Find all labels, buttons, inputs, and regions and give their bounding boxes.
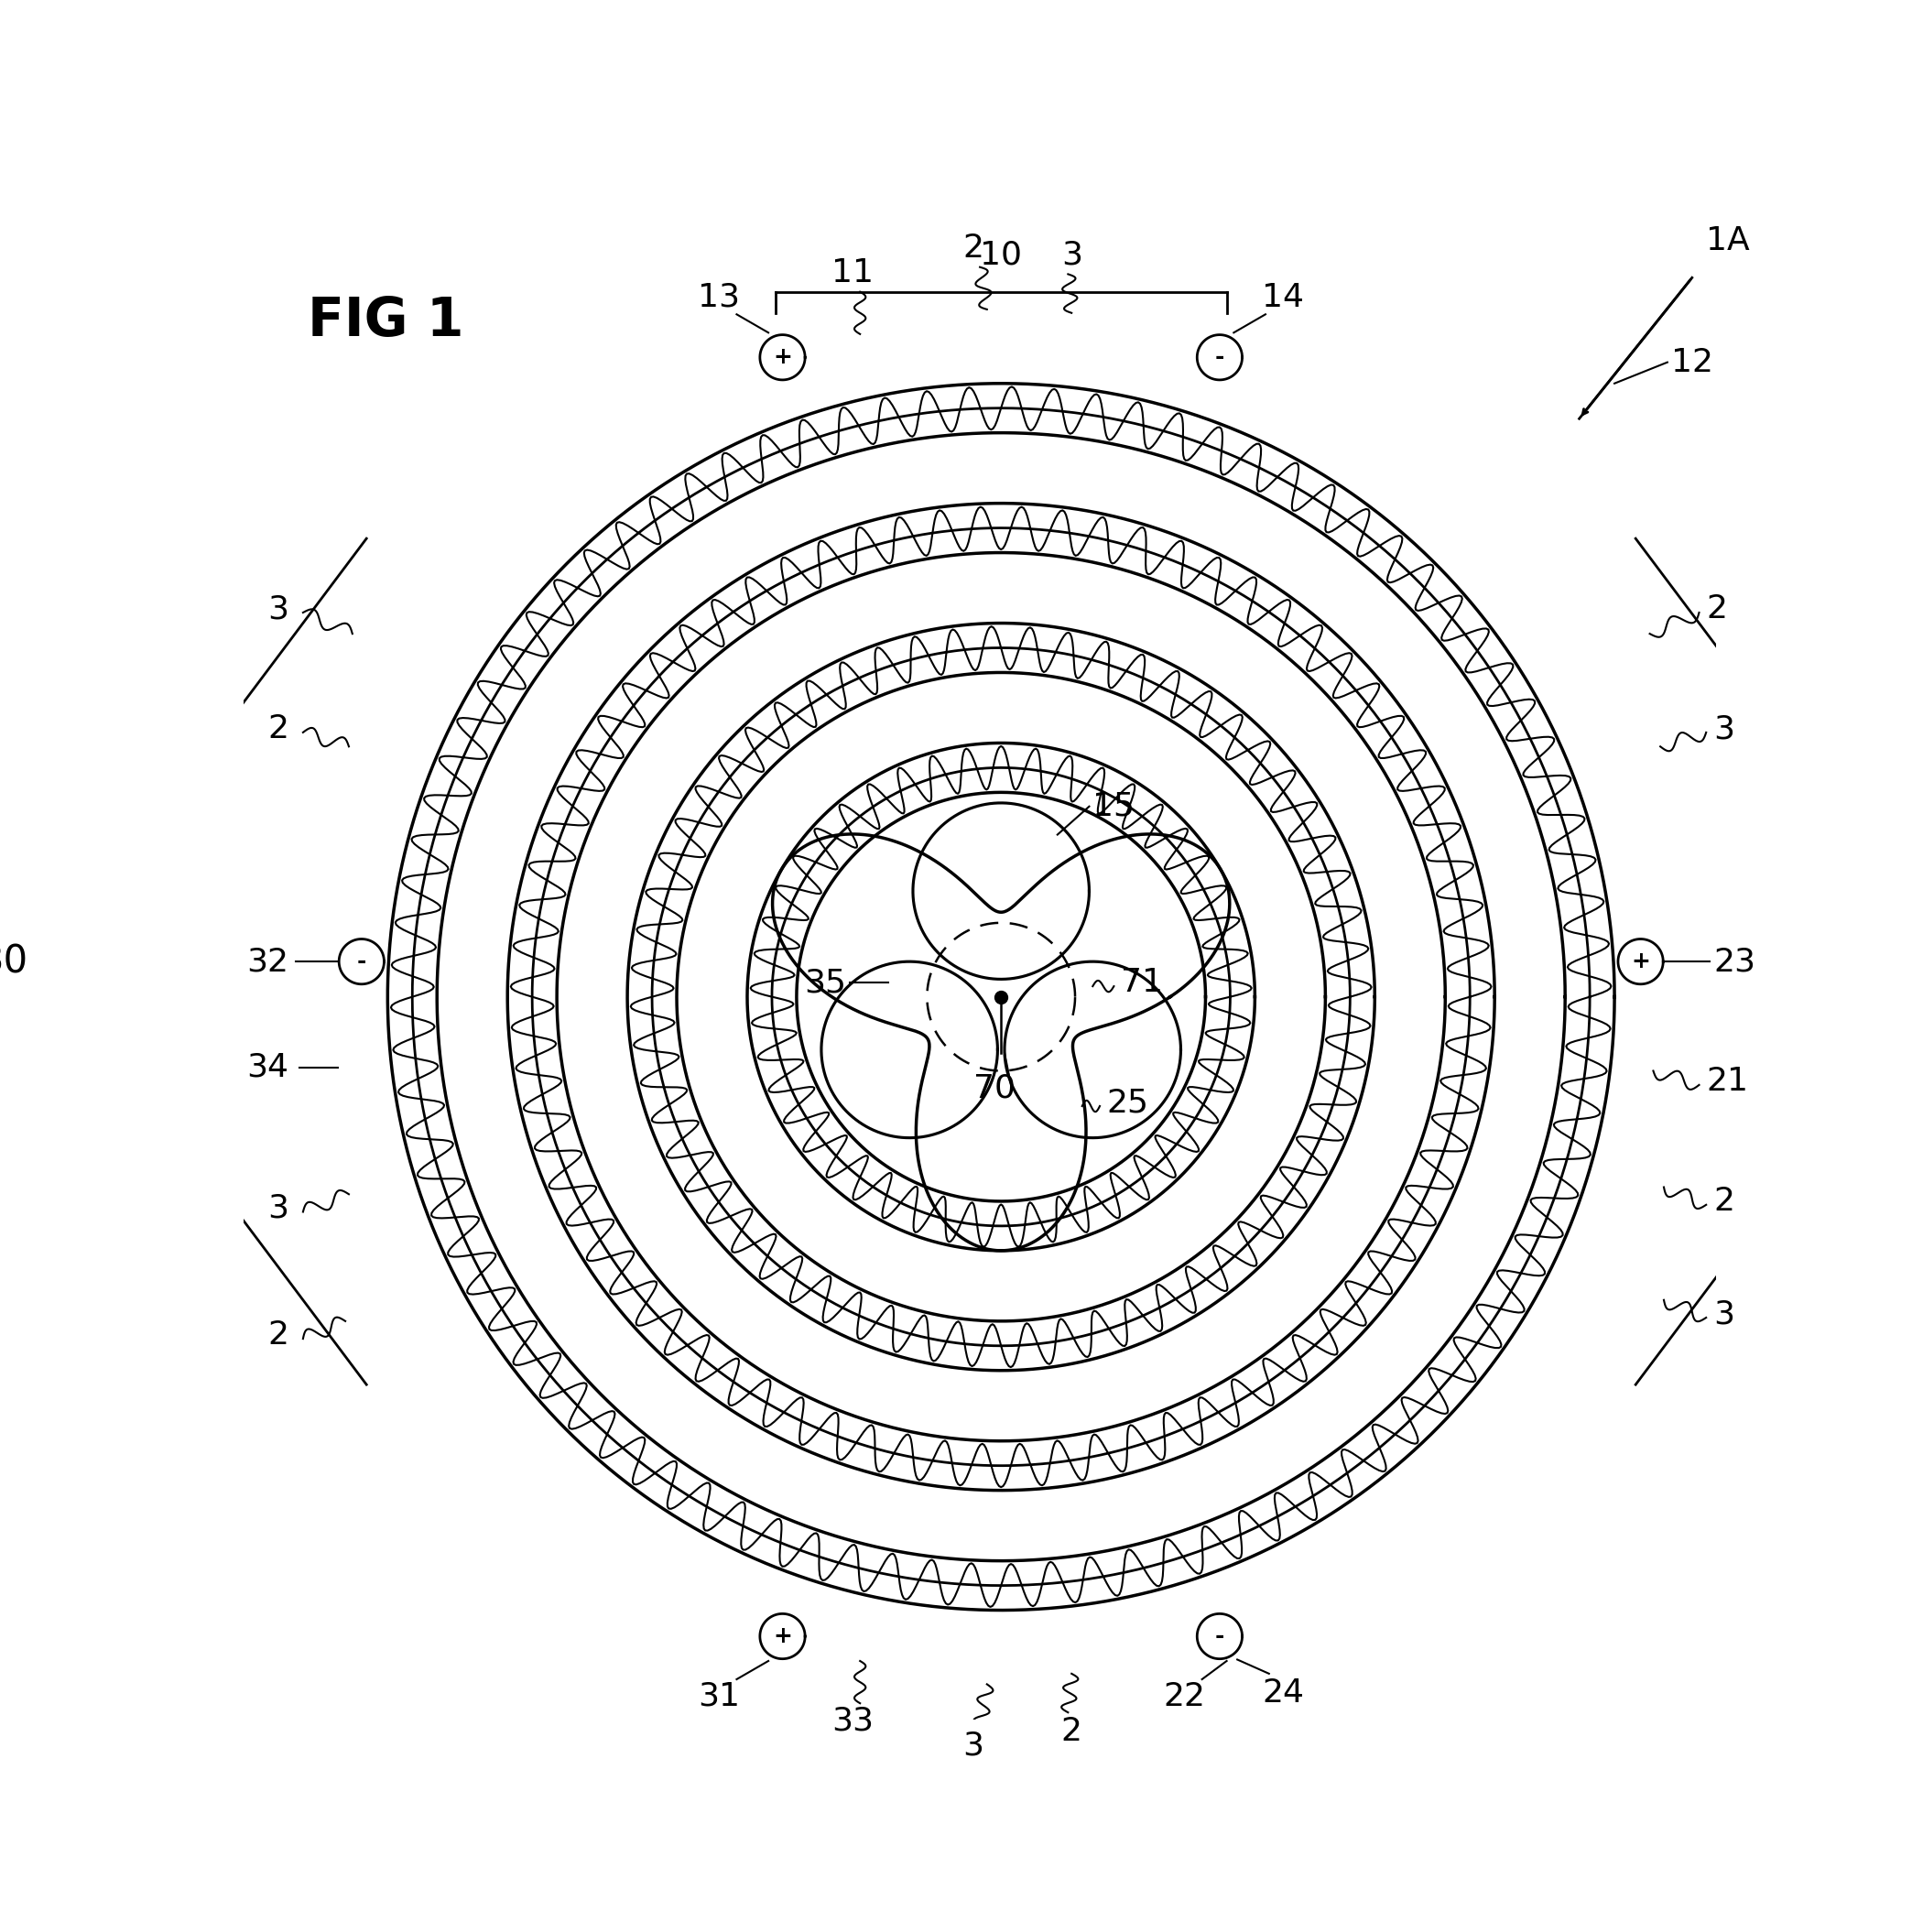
Text: 35: 35 [803,968,845,999]
Text: 10: 10 [981,240,1023,270]
Text: -: - [1214,346,1224,369]
Polygon shape [338,939,384,983]
Text: 3: 3 [1713,713,1734,744]
Text: 11: 11 [832,257,874,288]
Text: 32: 32 [247,947,289,978]
Text: 1A: 1A [1706,226,1749,257]
Text: 15: 15 [1094,790,1136,821]
Polygon shape [759,334,805,381]
Text: 33: 33 [832,1706,874,1737]
Text: 13: 13 [698,282,740,313]
Text: -: - [358,951,367,972]
Text: 2: 2 [962,232,983,263]
Text: 30: 30 [0,943,29,981]
Text: 22: 22 [1162,1681,1205,1712]
Polygon shape [759,1613,805,1660]
Text: 24: 24 [1262,1677,1304,1708]
Text: 12: 12 [1671,346,1713,379]
Text: -: - [1214,1625,1224,1648]
Text: 71: 71 [1120,968,1162,999]
Text: 3: 3 [268,1192,289,1223]
Text: +: + [772,1625,792,1648]
Polygon shape [1197,1613,1243,1660]
Text: 2: 2 [268,713,289,744]
Text: 2: 2 [1061,1716,1082,1747]
Text: 3: 3 [1061,240,1082,270]
Text: 3: 3 [962,1729,983,1762]
Text: 3: 3 [1713,1298,1734,1329]
Polygon shape [1618,939,1663,983]
Text: FIG 1: FIG 1 [308,296,463,348]
Text: 2: 2 [1713,1186,1734,1217]
Text: 2: 2 [268,1320,289,1350]
Text: 23: 23 [1713,947,1755,978]
Text: 21: 21 [1706,1066,1748,1097]
Text: 3: 3 [268,593,289,624]
Text: 31: 31 [698,1681,740,1712]
Text: +: + [1631,951,1650,972]
Text: 14: 14 [1262,282,1304,313]
Text: 70: 70 [973,1072,1015,1103]
Text: 25: 25 [1107,1088,1149,1119]
Polygon shape [1197,334,1243,381]
Text: 2: 2 [1706,593,1727,624]
Text: 34: 34 [247,1051,289,1082]
Text: +: + [772,346,792,369]
